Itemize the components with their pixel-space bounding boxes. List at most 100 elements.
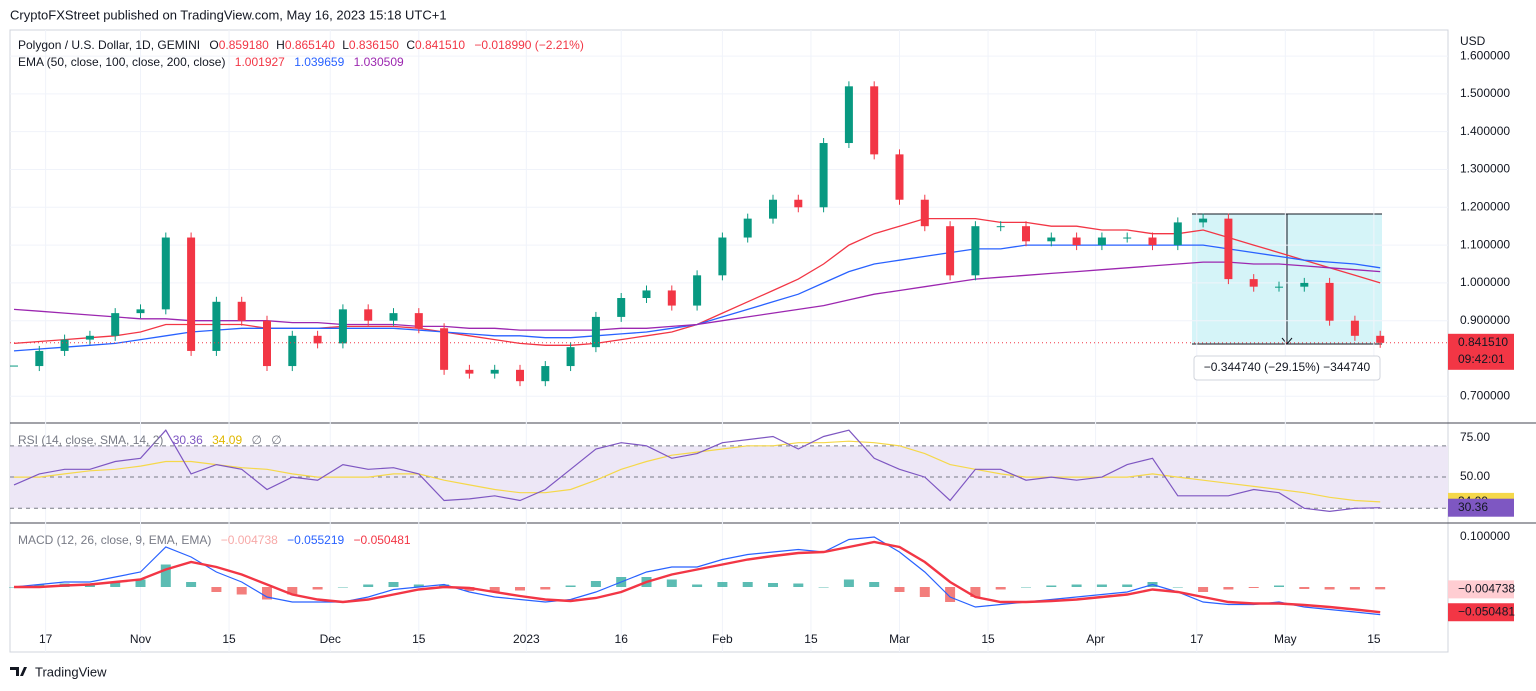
histogram-bar xyxy=(1071,584,1082,587)
histogram-bar xyxy=(1046,585,1057,587)
rsi-extra: ∅ xyxy=(271,433,281,447)
candle xyxy=(617,298,626,317)
macd-legend: MACD (12, 26, close, 9, EMA, EMA) −0.004… xyxy=(18,533,411,547)
x-tick-label: Nov xyxy=(130,632,151,646)
histogram-bar xyxy=(439,584,450,587)
x-tick-label: 15 xyxy=(981,632,995,646)
candle xyxy=(237,301,246,321)
histogram-bar xyxy=(1274,585,1284,587)
histogram-bar xyxy=(1324,587,1335,590)
histogram-bar xyxy=(337,587,348,588)
candle xyxy=(414,313,423,329)
histogram-bar xyxy=(818,587,829,588)
histogram-bar xyxy=(312,587,323,590)
y-tick-label: 0.900000 xyxy=(1460,313,1510,327)
candle xyxy=(642,290,651,299)
histogram-bar xyxy=(1299,587,1310,589)
candle xyxy=(946,226,955,276)
rsi-extra: ∅ xyxy=(251,433,261,447)
ema-value: 1.001927 xyxy=(235,55,285,69)
histogram-bar xyxy=(919,587,930,597)
histogram-bar xyxy=(34,584,45,587)
candle xyxy=(364,309,373,321)
histogram-bar xyxy=(1172,587,1183,588)
candle xyxy=(1275,286,1283,288)
y-tick-label: 1.500000 xyxy=(1460,86,1510,100)
x-tick-label: 15 xyxy=(1367,632,1381,646)
x-tick-label: Dec xyxy=(320,632,341,646)
measure-label-box xyxy=(1193,355,1381,381)
candle xyxy=(263,320,271,367)
histogram-bar xyxy=(869,582,880,587)
ema-title: EMA (50, close, 100, close, 200, close) xyxy=(18,55,225,69)
histogram-bar xyxy=(540,587,551,590)
candle xyxy=(769,199,777,219)
l-value: 0.836150 xyxy=(349,38,399,52)
ema-value: 1.030509 xyxy=(354,55,404,69)
x-tick-label: 17 xyxy=(1190,632,1204,646)
histogram-bar xyxy=(388,582,399,587)
candle xyxy=(819,143,828,208)
candle xyxy=(1148,237,1157,246)
candle xyxy=(1123,237,1132,239)
y-tick-label: 1.000000 xyxy=(1460,275,1510,289)
candle xyxy=(718,237,727,276)
candle xyxy=(136,309,145,314)
candle xyxy=(1097,237,1106,246)
x-tick-label: 15 xyxy=(412,632,426,646)
signal-label-box xyxy=(1448,603,1514,622)
ema-value: 1.039659 xyxy=(294,55,344,69)
countdown: 09:42:01 xyxy=(1458,352,1505,366)
candle xyxy=(338,309,347,344)
candle xyxy=(516,369,524,382)
histogram-bar xyxy=(135,579,146,587)
ema-legend: EMA (50, close, 100, close, 200, close) … xyxy=(18,55,404,69)
histogram-bar xyxy=(666,579,677,587)
legend: Polygon / U.S. Dollar, 1D, GEMINI O0.859… xyxy=(18,38,584,547)
last-price: 0.841510 xyxy=(1458,335,1508,349)
rsi-legend: RSI (14, close, SMA, 14, 2) 30.36 34.09 … xyxy=(18,433,282,447)
x-tick-label: 15 xyxy=(804,632,818,646)
plot: 0.700000 0.900000 1.000000 1.100000 1.200000… xyxy=(9,30,1515,652)
candle xyxy=(1022,226,1030,242)
macd-value: −0.050481 xyxy=(354,533,411,547)
candle xyxy=(1249,279,1258,287)
histogram-bar xyxy=(211,587,222,592)
h-value: 0.865140 xyxy=(285,38,335,52)
x-tick-label: Mar xyxy=(889,632,910,646)
symbol: Polygon / U.S. Dollar, 1D, GEMINI xyxy=(18,38,200,52)
candle xyxy=(1173,222,1182,246)
rsi-label: 30.36 xyxy=(1458,500,1488,514)
histogram-bar xyxy=(515,587,525,591)
histogram-bar xyxy=(1096,584,1107,587)
y-tick-label: 50.00 xyxy=(1460,469,1490,483)
x-tick-label: 2023 xyxy=(513,632,540,646)
histogram-bar xyxy=(262,587,272,600)
l-label: L xyxy=(342,38,349,52)
measure-arrowhead xyxy=(1281,337,1293,345)
x-tick-label: 17 xyxy=(39,632,53,646)
candle xyxy=(920,199,929,227)
histogram-bar xyxy=(995,587,1006,590)
candle xyxy=(667,290,676,306)
histogram-bar xyxy=(363,584,374,587)
candle xyxy=(1199,218,1208,223)
histogram-bar xyxy=(565,585,576,587)
rsi-label-box xyxy=(1448,498,1514,517)
histogram-bar xyxy=(768,583,778,587)
candle xyxy=(35,350,44,367)
c-label: C xyxy=(406,38,415,52)
candle xyxy=(60,339,69,351)
histogram-bar xyxy=(692,584,703,587)
histogram-bar xyxy=(489,587,500,592)
candle xyxy=(85,335,94,340)
histogram-bar xyxy=(1122,584,1133,587)
x-tick-label: 16 xyxy=(615,632,629,646)
histogram-bar xyxy=(945,587,956,602)
currency: USD xyxy=(1460,34,1486,48)
indicator-line xyxy=(14,440,1381,503)
histogram-label-box xyxy=(1448,580,1514,599)
histogram-bar xyxy=(590,581,601,587)
histogram-bar xyxy=(1248,587,1259,588)
